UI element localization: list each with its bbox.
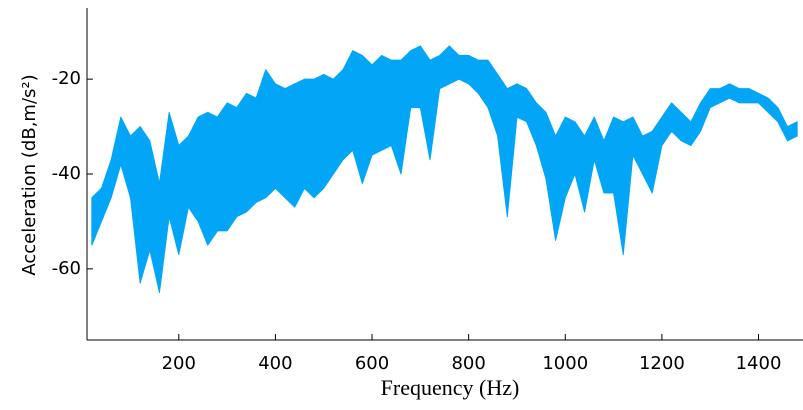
y-tick-label: -60	[52, 258, 81, 279]
x-tick-label: 600	[355, 353, 389, 374]
x-axis-label: Frequency (Hz)	[381, 375, 520, 400]
y-tick-label: -20	[52, 68, 81, 89]
x-tick-label: 1000	[542, 353, 588, 374]
x-tick-label: 800	[451, 353, 485, 374]
x-tick-label: 1200	[639, 353, 685, 374]
x-tick-label: 400	[258, 353, 292, 374]
x-tick-label: 1400	[736, 353, 782, 374]
y-axis-label: Acceleration (dB,m/s²)	[19, 74, 40, 275]
y-tick-label: -40	[52, 163, 81, 184]
x-tick-label: 200	[162, 353, 196, 374]
band-area	[91, 45, 798, 294]
